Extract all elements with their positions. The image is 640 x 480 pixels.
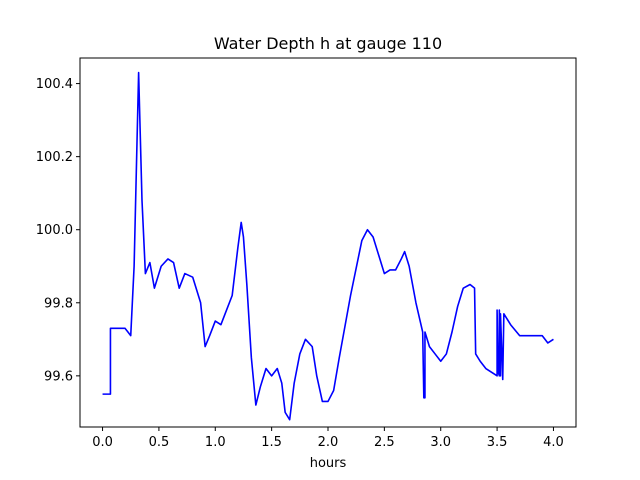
x-tick-label: 0.0 (92, 435, 113, 450)
chart-title: Water Depth h at gauge 110 (214, 34, 442, 53)
y-tick-label: 100.0 (36, 223, 73, 238)
series-line-0 (102, 71, 554, 421)
y-tick-label: 99.6 (44, 369, 73, 384)
x-tick-label: 1.0 (205, 435, 226, 450)
x-axis-label: hours (310, 456, 347, 471)
y-tick-label: 99.8 (44, 296, 73, 311)
y-tick-label: 100.4 (36, 77, 73, 92)
x-tick-label: 3.0 (430, 435, 451, 450)
x-tick-label: 2.0 (318, 435, 339, 450)
x-tick-label: 0.5 (149, 435, 170, 450)
y-tick-label: 100.2 (36, 150, 73, 165)
x-tick-label: 1.5 (261, 435, 282, 450)
x-tick-label: 4.0 (543, 435, 564, 450)
x-tick-label: 2.5 (374, 435, 395, 450)
plot-frame (79, 57, 577, 428)
x-tick-label: 3.5 (487, 435, 508, 450)
